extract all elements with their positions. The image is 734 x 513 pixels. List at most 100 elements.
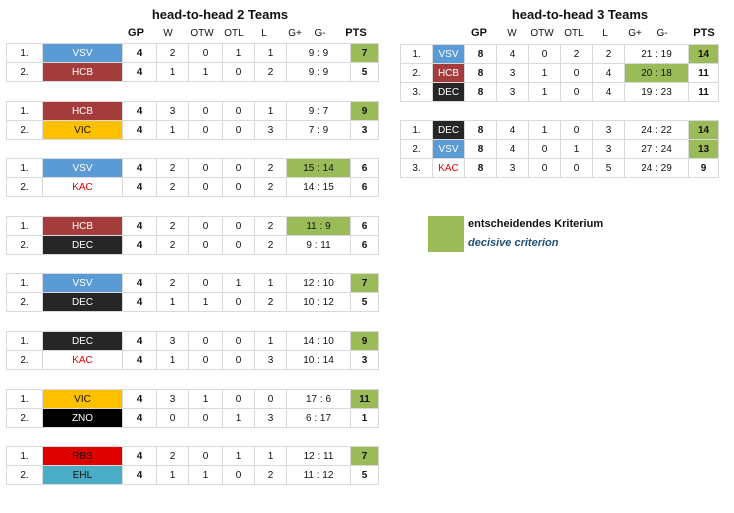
goals: 14 : 15 <box>286 177 351 197</box>
table-row: 2. KAC 4 2 0 0 2 14 : 15 6 <box>6 177 379 197</box>
stat-l: 3 <box>592 120 625 140</box>
standings-group: 1. VSV 8 4 0 2 2 21 : 19 14 2. HCB 8 3 1 0 4 20 : 18 11 3.… <box>400 44 719 102</box>
stat-otl: 1 <box>222 273 255 293</box>
goals: 10 : 14 <box>286 350 351 370</box>
table-row: 1. DEC 8 4 1 0 3 24 : 22 14 <box>400 120 719 140</box>
goals: 9 : 11 <box>286 235 351 255</box>
table-row: 2. EHL 4 1 1 0 2 11 : 12 5 <box>6 465 379 485</box>
goals: 11 : 12 <box>286 465 351 485</box>
stat-otw: 1 <box>188 389 223 409</box>
stat-otw: 0 <box>528 44 561 64</box>
games-played: 8 <box>464 44 497 64</box>
table-row: 1. VSV 4 2 0 0 2 15 : 14 6 <box>6 158 379 178</box>
header-otw: OTW <box>190 28 214 39</box>
stat-otl: 0 <box>222 331 255 351</box>
points: 6 <box>350 177 379 197</box>
rank: 2. <box>6 177 43 197</box>
team-name: VSV <box>432 44 465 64</box>
legend-text-de: entscheidendes Kriterium <box>468 218 604 230</box>
header-w: W <box>507 28 517 39</box>
table-row: 1. VSV 4 2 0 1 1 12 : 10 7 <box>6 273 379 293</box>
goals: 7 : 9 <box>286 120 351 140</box>
stat-otl: 1 <box>222 446 255 466</box>
standings-group: 1. VSV 4 2 0 1 1 12 : 10 7 2. DEC 4 1 1 0 2 10 : 12 5 <box>6 273 379 312</box>
table-row: 1. VIC 4 3 1 0 0 17 : 6 11 <box>6 389 379 409</box>
table-row: 1. VSV 8 4 0 2 2 21 : 19 14 <box>400 44 719 64</box>
games-played: 4 <box>122 408 157 428</box>
stat-otw: 0 <box>188 350 223 370</box>
games-played: 4 <box>122 177 157 197</box>
header-l: L <box>602 28 608 39</box>
stat-otw: 0 <box>188 101 223 121</box>
stat-otw: 1 <box>188 62 223 82</box>
standings-group: 1. DEC 8 4 1 0 3 24 : 22 14 2. VSV 8 4 0 1 3 27 : 24 13 3.… <box>400 120 719 178</box>
games-played: 4 <box>122 216 157 236</box>
games-played: 4 <box>122 62 157 82</box>
goals: 11 : 9 <box>286 216 351 236</box>
stat-w: 2 <box>156 216 189 236</box>
goals: 20 : 18 <box>624 63 689 83</box>
stat-otl: 2 <box>560 44 593 64</box>
stat-otw: 0 <box>188 43 223 63</box>
stat-otw: 0 <box>528 139 561 159</box>
games-played: 4 <box>122 350 157 370</box>
stat-otl: 1 <box>560 139 593 159</box>
stat-w: 0 <box>156 408 189 428</box>
points: 7 <box>350 43 379 63</box>
stat-otl: 0 <box>560 120 593 140</box>
team-name: RBS <box>42 446 123 466</box>
table-row: 2. DEC 4 2 0 0 2 9 : 11 6 <box>6 235 379 255</box>
team-name: KAC <box>432 158 465 178</box>
stat-otl: 0 <box>222 177 255 197</box>
team-name: DEC <box>42 292 123 312</box>
stat-l: 2 <box>254 235 287 255</box>
stat-otl: 0 <box>222 292 255 312</box>
points: 9 <box>350 101 379 121</box>
points: 3 <box>350 120 379 140</box>
team-name: VIC <box>42 389 123 409</box>
stat-otl: 0 <box>222 350 255 370</box>
standings-group: 1. VSV 4 2 0 0 2 15 : 14 6 2. KAC 4 2 0 0 2 14 : 15 6 <box>6 158 379 197</box>
games-played: 4 <box>122 446 157 466</box>
points: 11 <box>688 63 719 83</box>
stat-w: 4 <box>496 44 529 64</box>
goals: 24 : 22 <box>624 120 689 140</box>
games-played: 8 <box>464 63 497 83</box>
points: 5 <box>350 292 379 312</box>
rank: 2. <box>6 465 43 485</box>
team-name: DEC <box>432 120 465 140</box>
stat-w: 1 <box>156 120 189 140</box>
games-played: 4 <box>122 235 157 255</box>
team-name: VSV <box>42 158 123 178</box>
points: 3 <box>350 350 379 370</box>
stat-otw: 1 <box>528 63 561 83</box>
points: 5 <box>350 465 379 485</box>
stat-l: 0 <box>254 389 287 409</box>
header-pts: PTS <box>693 27 715 39</box>
team-name: HCB <box>42 62 123 82</box>
points: 9 <box>350 331 379 351</box>
stat-l: 4 <box>592 82 625 102</box>
header-ga: G- <box>314 28 326 39</box>
goals: 9 : 7 <box>286 101 351 121</box>
goals: 12 : 10 <box>286 273 351 293</box>
stat-otw: 0 <box>188 177 223 197</box>
left-title: head-to-head 2 Teams <box>151 7 289 22</box>
rank: 2. <box>400 63 433 83</box>
goals: 15 : 14 <box>286 158 351 178</box>
rank: 1. <box>6 446 43 466</box>
rank: 2. <box>6 120 43 140</box>
stat-l: 2 <box>254 216 287 236</box>
stat-l: 3 <box>254 120 287 140</box>
goals: 9 : 9 <box>286 62 351 82</box>
standings-group: 1. VIC 4 3 1 0 0 17 : 6 11 2. ZNO 4 0 0 1 3 6 : 17 1 <box>6 389 379 428</box>
stat-l: 2 <box>254 62 287 82</box>
stat-otw: 0 <box>188 408 223 428</box>
stat-otw: 0 <box>188 158 223 178</box>
team-name: DEC <box>42 235 123 255</box>
points: 14 <box>688 120 719 140</box>
